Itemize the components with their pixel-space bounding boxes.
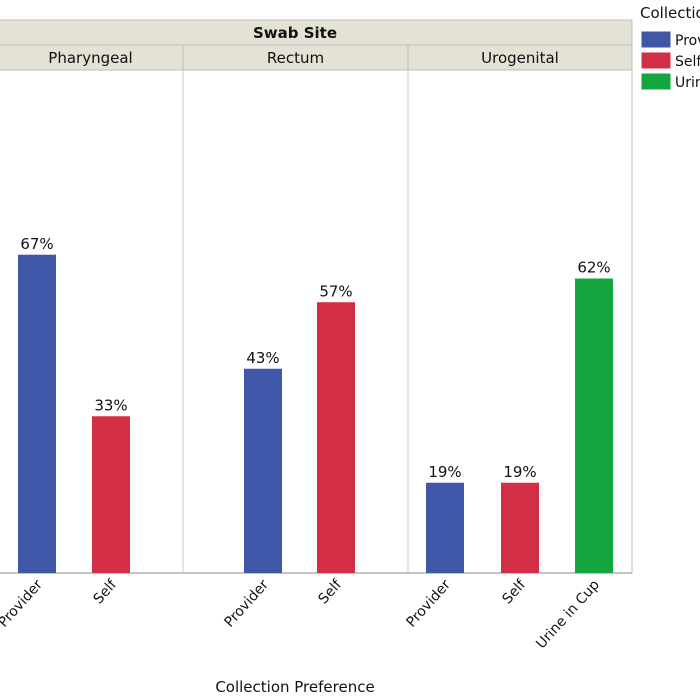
legend-swatch-self [640,51,672,70]
panel-header-pharyngeal [0,44,184,71]
x-tick-label: Provider [0,577,46,631]
bar-rectum-provider [244,368,282,573]
legend-swatch-prov [640,30,672,49]
bar-value-label: 57% [319,282,352,300]
bars: 67% 33% 43% 57% 19% 19% 62% [18,235,613,573]
bar-urogenital-urine-in-cup [575,278,613,573]
x-tick-label: Provider [404,577,455,631]
bar-value-label: 33% [94,396,127,414]
x-tick-labels: Provider Self Provider Self Provider Self Urin… [0,576,603,652]
panel-header-urogenital [407,44,633,71]
legend-title: Collectio [640,4,700,22]
x-tick-label: Self [90,576,120,607]
bar-pharyngeal-provider [18,254,56,573]
panel-label: Urogenital [481,49,559,67]
bar-pharyngeal-self [92,416,130,573]
x-axis-label: Collection Preference [215,678,374,696]
bar-value-label: 43% [246,349,279,367]
panels: Pharyngeal Rectum Urogenital [0,44,633,573]
bar-urogenital-self [501,482,539,573]
bar-value-label: 19% [428,463,461,481]
bar-value-label: 19% [503,463,536,481]
bar-rectum-self [317,302,355,573]
header-band [0,19,633,46]
x-tick-label: Provider [222,577,273,631]
legend-entry: Self [675,54,700,70]
legend-entry: Urin [675,75,700,91]
header-title: Swab Site [253,24,337,42]
legend: Collectio Prov Self Urin [640,4,700,91]
x-tick-label: Self [499,576,529,607]
bar-urogenital-provider [426,482,464,573]
panel-label: Rectum [267,49,324,67]
swab-site-header: Swab Site [253,24,337,42]
panel-label: Pharyngeal [48,49,132,67]
legend-entry: Prov [675,33,700,49]
legend-swatch-urin [640,72,672,91]
x-tick-label: Self [315,576,345,607]
x-tick-label: Urine in Cup [533,577,603,652]
bar-value-label: 62% [577,259,610,277]
bar-value-label: 67% [20,235,53,253]
